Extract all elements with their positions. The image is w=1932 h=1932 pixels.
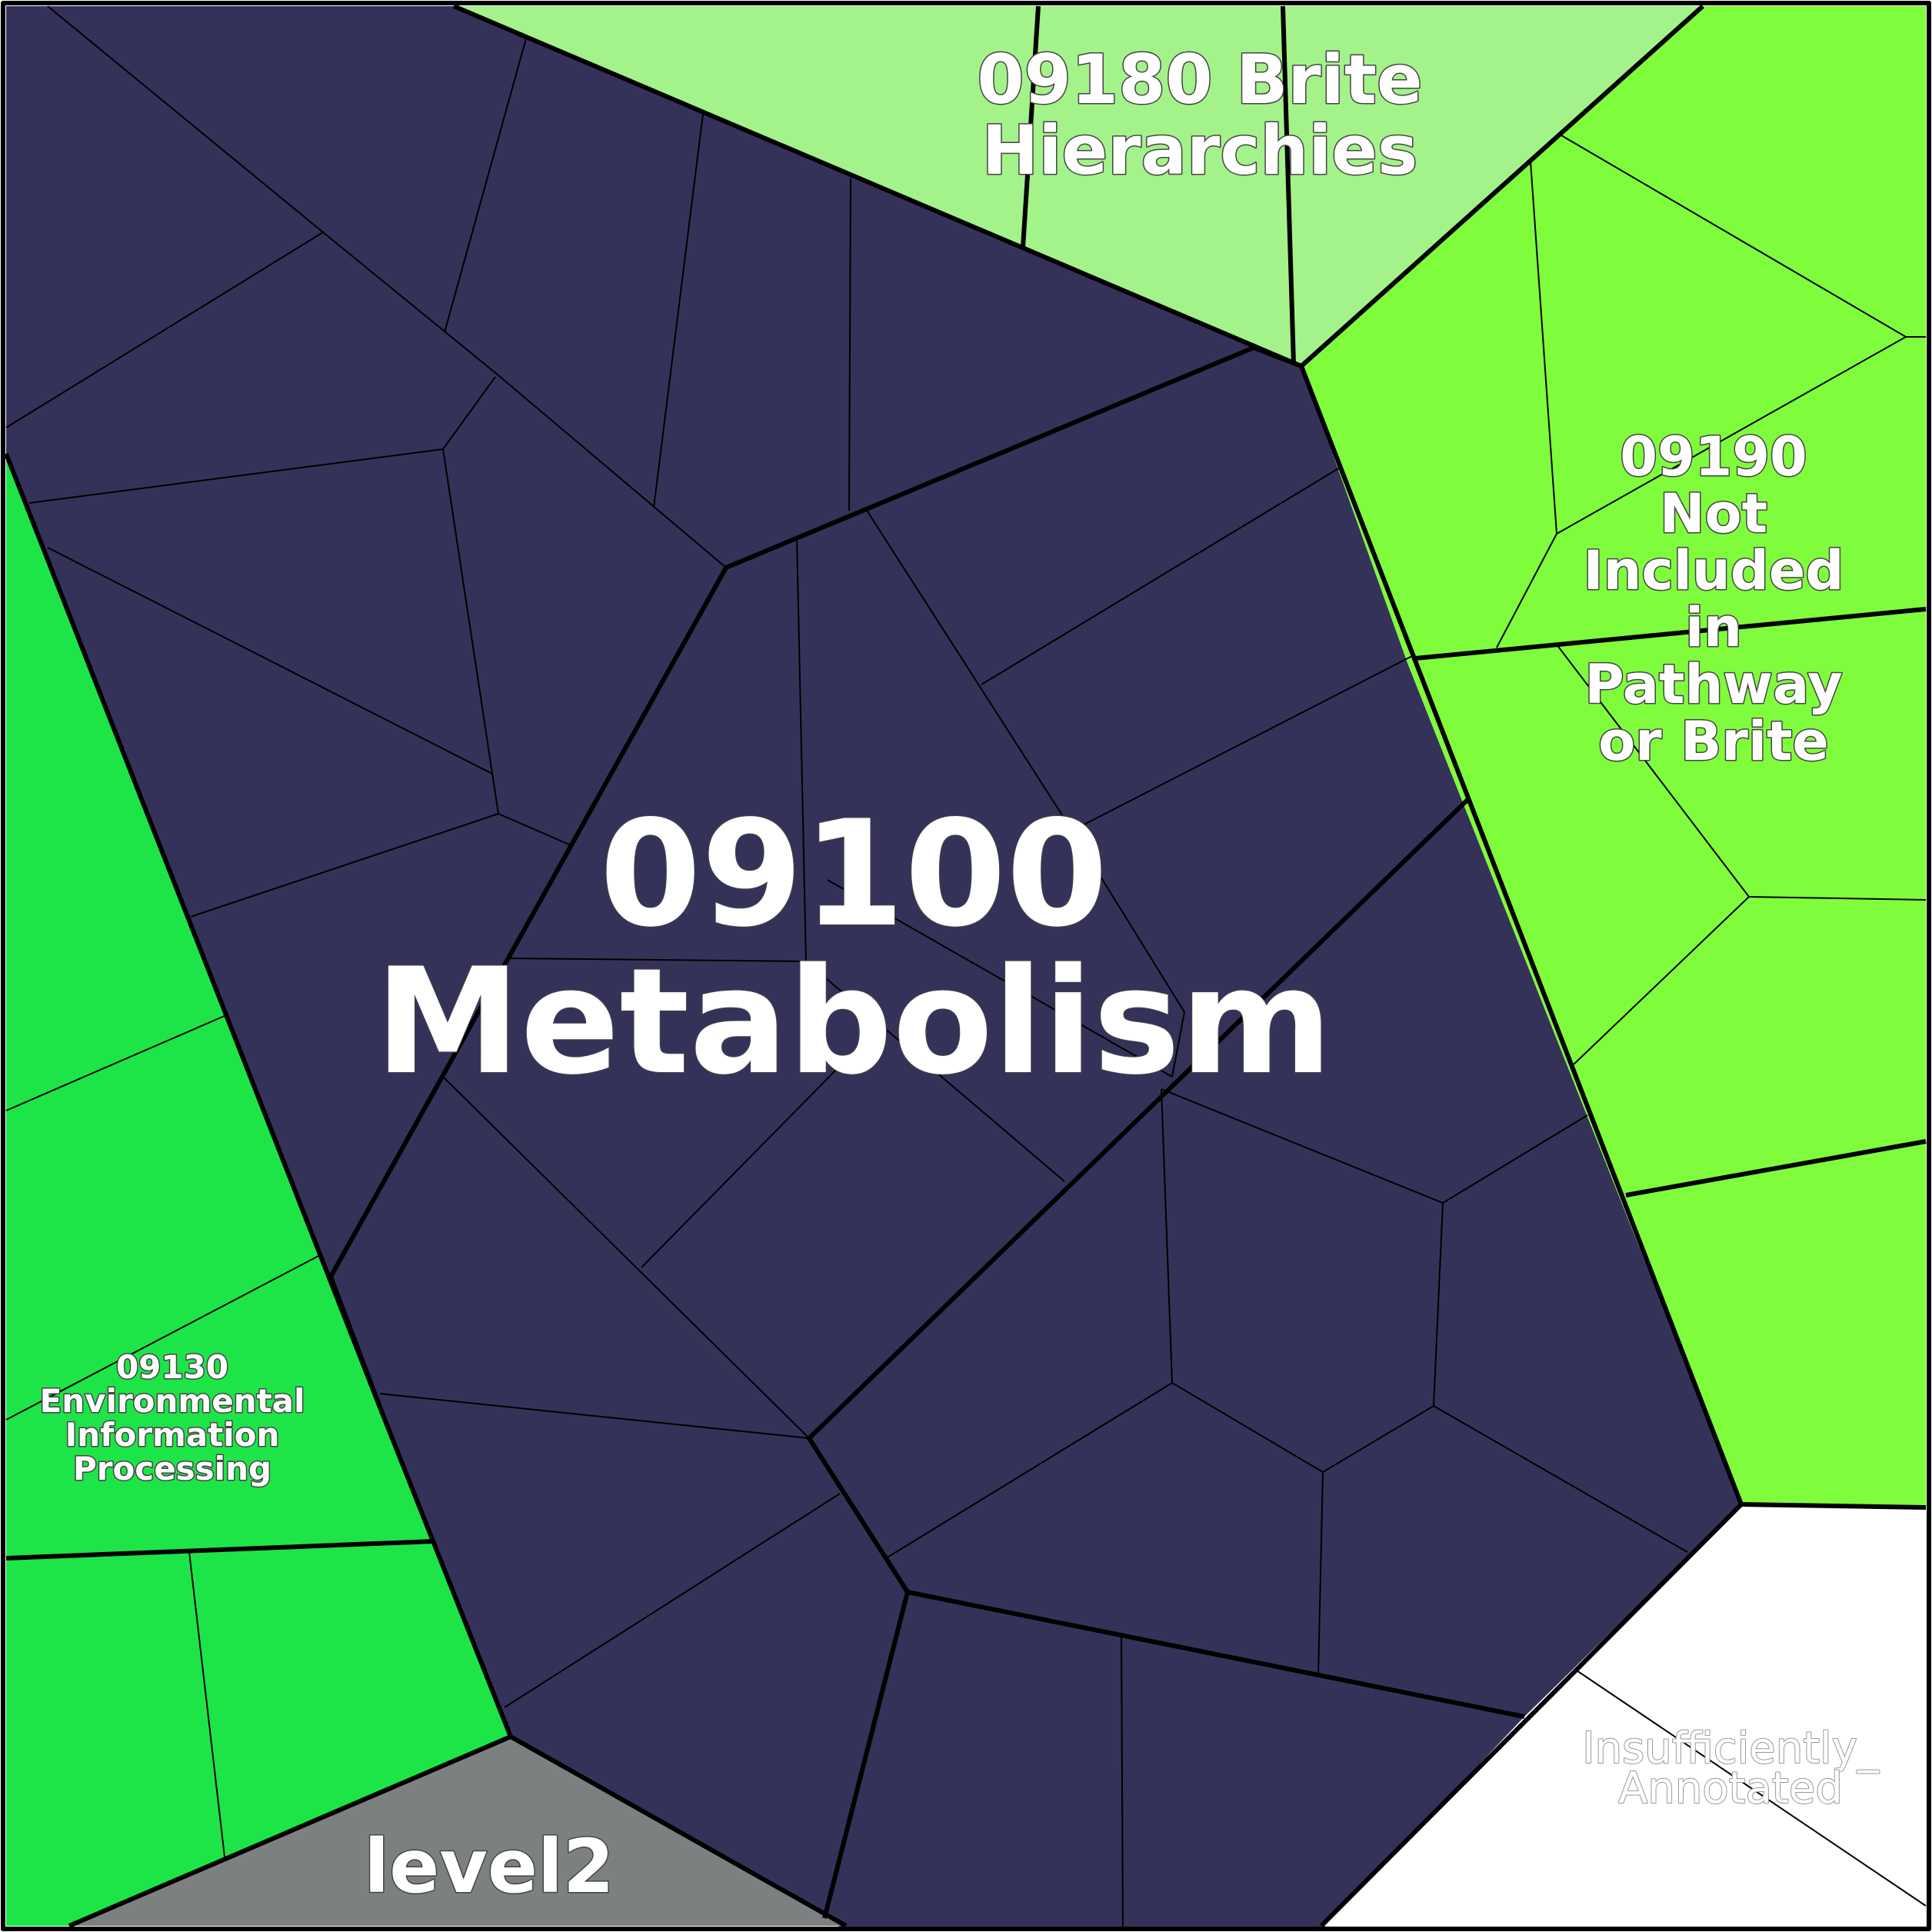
label-brite-hierarchies: 09180 Brite Hierarchies (977, 40, 1422, 190)
region-brite[interactable] (454, 6, 1703, 366)
label-line: Pathway (1584, 653, 1842, 716)
label-line: Environmental (40, 1382, 305, 1420)
label-line: 09180 Brite (977, 40, 1422, 119)
region-environmental[interactable] (6, 454, 511, 1926)
label-line: Annotated (1618, 1764, 1843, 1814)
label-line: 09130 (116, 1348, 228, 1386)
label-line: Information (65, 1416, 280, 1454)
region-level2[interactable] (69, 1737, 846, 1926)
label-line: Processing (73, 1450, 271, 1487)
label-line: 09190 (1620, 425, 1807, 488)
label-metabolism: 09100 Metabolism (375, 789, 1333, 1107)
label-line: Metabolism (375, 937, 1333, 1107)
label-line: 09100 (599, 789, 1108, 959)
label-line: Not (1660, 482, 1767, 545)
label-line: Included (1584, 539, 1844, 602)
label-not-included: 09190 Not Included in Pathway or Brite (1584, 425, 1844, 773)
label-environmental: 09130 Environmental Information Processing (40, 1348, 305, 1487)
label-line: Insufficiently_ (1582, 1724, 1880, 1774)
label-line: level2 (364, 1824, 614, 1910)
region-insufficient[interactable] (1321, 1504, 1926, 1926)
label-level2: level2 (364, 1824, 614, 1910)
label-insufficient: Insufficiently_ Annotated (1582, 1724, 1880, 1814)
region-labels: 09100 Metabolism 09180 Brite Hierarchies 0… (38, 39, 1880, 1911)
label-line: Hierarchies (982, 111, 1418, 190)
region-not-included[interactable] (1301, 6, 1926, 1507)
label-line: in (1685, 596, 1742, 659)
label-line: or Brite (1598, 710, 1829, 773)
inner-cell-borders (5, 5, 1927, 1931)
